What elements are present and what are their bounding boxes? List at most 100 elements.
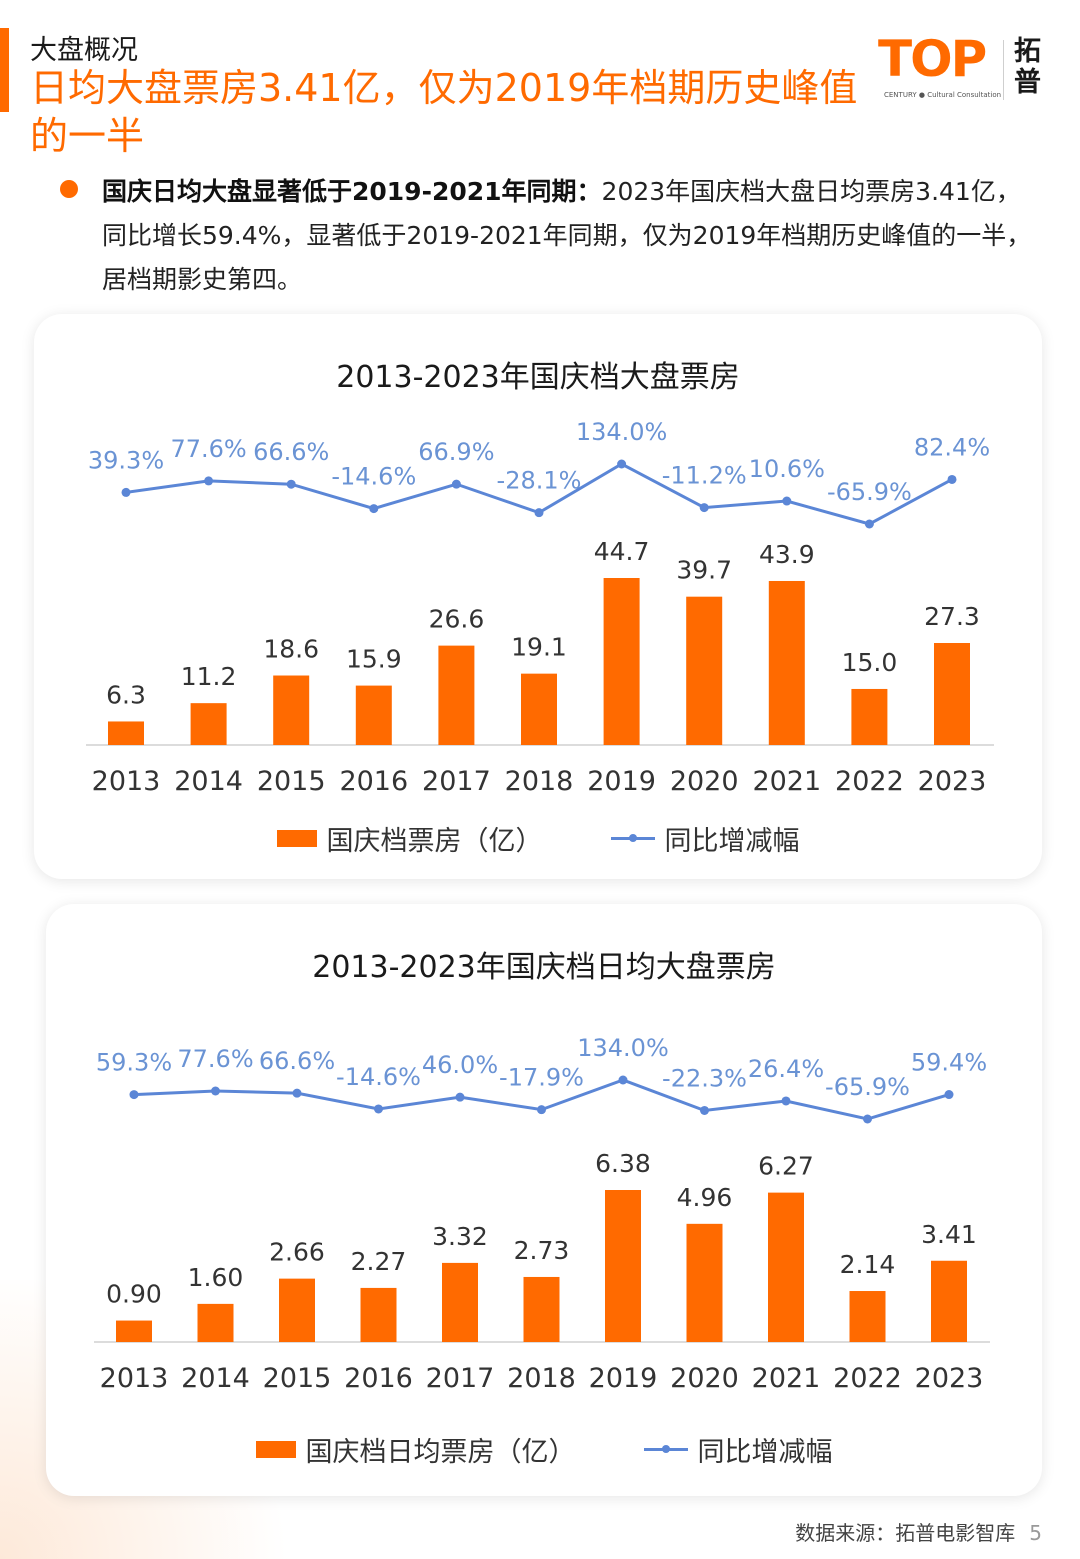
yoy-label: -65.9%: [825, 1073, 910, 1101]
legend-item-line: 同比增减幅: [643, 1430, 833, 1469]
x-tick-label: 2017: [426, 1363, 495, 1394]
yoy-point-2020: [700, 1105, 709, 1115]
yoy-point-2017: [455, 1092, 465, 1102]
x-tick-label: 2018: [507, 1363, 576, 1394]
x-tick-label: 2015: [263, 1363, 332, 1394]
bar-2018: [523, 1276, 560, 1342]
yoy-point-2013: [121, 487, 131, 497]
x-tick-label: 2022: [833, 1363, 902, 1394]
bar-value-label: 39.7: [676, 556, 732, 585]
footer: 数据来源：拓普电影智库 5: [795, 1517, 1042, 1546]
yoy-point-2019: [617, 459, 627, 469]
logo-divider: [1003, 40, 1004, 100]
logo-wordmark: TOP: [878, 30, 987, 88]
bar-value-label: 2.73: [514, 1236, 570, 1265]
bar-value-label: 2.66: [269, 1238, 325, 1267]
bar-2014: [197, 1303, 234, 1342]
chart-legend: 国庆档票房（亿） 同比增减幅: [34, 819, 1042, 858]
x-tick-label: 2023: [915, 1363, 984, 1394]
x-tick-label: 2015: [257, 766, 326, 797]
page-headline: 日均大盘票房3.41亿，仅为2019年档期历史峰值的一半: [30, 66, 858, 158]
bar-2021: [768, 1192, 804, 1342]
bar-2013: [116, 1320, 152, 1342]
bar-value-label: 44.7: [594, 537, 650, 566]
bar-value-label: 15.0: [842, 648, 898, 677]
logo-chinese-line1: 拓: [1014, 36, 1041, 67]
yoy-point-2015: [286, 479, 296, 489]
x-tick-label: 2020: [670, 1363, 739, 1394]
yoy-label: -28.1%: [497, 467, 582, 495]
logo-chinese-line2: 普: [1014, 67, 1041, 98]
chart-total-box-office: 6.3 2013 11.2 2014 18.6 2015 15.9 2016 26.6 2017 1…: [86, 418, 994, 797]
bar-2020: [686, 596, 723, 745]
legend-bar-label: 国庆档日均票房（亿）: [305, 1437, 576, 1468]
yoy-label: 10.6%: [749, 455, 825, 483]
yoy-point-2016: [369, 504, 379, 514]
x-tick-label: 2019: [589, 1363, 658, 1394]
yoy-label: -22.3%: [662, 1064, 747, 1092]
bar-value-label: 4.96: [677, 1183, 733, 1212]
bar-2013: [108, 721, 144, 745]
bar-2023: [934, 643, 970, 745]
yoy-point-2016: [374, 1104, 383, 1114]
x-tick-label: 2013: [100, 1363, 169, 1394]
yoy-label: -14.6%: [336, 1063, 421, 1091]
logo-chinese: 拓 普: [1014, 36, 1041, 98]
legend-item-bar: 国庆档日均票房（亿）: [255, 1430, 576, 1469]
bar-2017: [438, 645, 475, 745]
yoy-label: -11.2%: [662, 462, 747, 490]
bar-value-label: 6.38: [595, 1149, 651, 1178]
chart-title: 2013-2023年国庆档日均大盘票房: [312, 950, 776, 985]
yoy-point-2014: [204, 476, 214, 486]
yoy-point-2013: [129, 1090, 139, 1100]
bar-value-label: 2.14: [840, 1250, 896, 1279]
legend-line-label: 同比增减幅: [697, 1437, 833, 1468]
bar-2016: [360, 1287, 397, 1342]
chart-daily-box-office: 0.90 2013 1.60 2014 2.66 2015 2.27 2016 3.32 2017…: [94, 1034, 990, 1394]
x-tick-label: 2014: [174, 766, 243, 797]
bullet-dot-icon: [60, 180, 78, 198]
bar-value-label: 19.1: [511, 633, 567, 662]
summary-body: 2023年国庆档大盘日均票房3.41亿，同比增长59.4%，显著低于2019-2…: [102, 177, 1032, 294]
bar-value-label: 15.9: [346, 645, 402, 674]
bar-2019: [605, 1190, 641, 1342]
yoy-point-2022: [864, 519, 874, 529]
yoy-label: 82.4%: [914, 433, 990, 461]
bar-2014: [190, 703, 227, 745]
yoy-point-2023: [944, 1090, 954, 1100]
legend-bar-swatch: [276, 830, 317, 847]
legend-bar-label: 国庆档票房（亿）: [326, 826, 543, 857]
yoy-point-2017: [451, 479, 461, 489]
yoy-point-2018: [537, 1105, 546, 1115]
x-tick-label: 2019: [587, 766, 656, 797]
yoy-point-2015: [292, 1088, 302, 1098]
yoy-label: 77.6%: [177, 1045, 253, 1073]
legend-bar-swatch: [255, 1441, 296, 1458]
yoy-label: 39.3%: [88, 446, 164, 474]
x-tick-label: 2017: [422, 766, 491, 797]
yoy-label: -14.6%: [331, 463, 416, 491]
bar-value-label: 43.9: [759, 540, 815, 569]
bar-value-label: 3.32: [432, 1222, 488, 1251]
yoy-label: 59.3%: [96, 1049, 172, 1077]
yoy-point-2014: [211, 1086, 220, 1096]
yoy-label: 66.6%: [253, 438, 329, 466]
bar-value-label: 1.60: [188, 1263, 244, 1292]
x-tick-label: 2016: [344, 1363, 413, 1394]
bar-2021: [768, 580, 805, 745]
legend-item-line: 同比增减幅: [610, 819, 800, 858]
yoy-label: 77.6%: [170, 435, 246, 463]
chart-title: 2013-2023年国庆档大盘票房: [336, 360, 740, 395]
yoy-label: 134.0%: [576, 418, 668, 446]
chart-card-daily: 2013-2023年国庆档日均大盘票房 0.90 2013 1.60 2014 2.66…: [46, 904, 1042, 1496]
bar-value-label: 27.3: [924, 602, 980, 631]
logo-subtitle: CENTURY ● Cultural Consultation: [884, 91, 1002, 99]
x-tick-label: 2021: [752, 1363, 821, 1394]
summary-lead: 国庆日均大盘显著低于2019-2021年同期：: [102, 177, 602, 206]
chart-card-total: 2013-2023年国庆档大盘票房 6.3 2013 11.2 2014 18.6 201…: [34, 314, 1042, 879]
yoy-point-2021: [782, 496, 792, 506]
x-tick-label: 2022: [835, 766, 904, 797]
bar-2015: [279, 1278, 315, 1342]
section-label: 大盘概况: [30, 35, 138, 66]
yoy-label: 66.9%: [418, 438, 494, 466]
